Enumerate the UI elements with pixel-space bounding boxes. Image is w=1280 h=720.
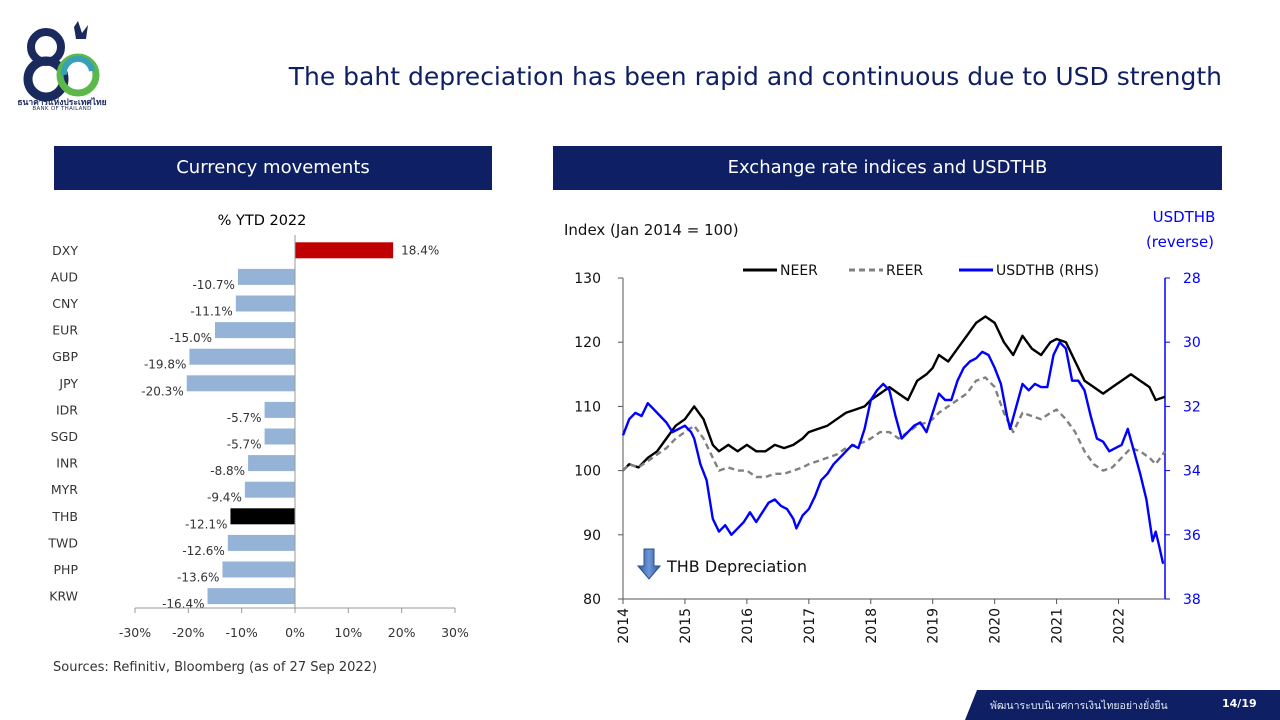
- category-label: KRW: [49, 589, 78, 604]
- value-label: -12.6%: [182, 544, 224, 558]
- bar-php: [222, 561, 295, 578]
- bar-cny: [235, 295, 295, 312]
- legend-label: REER: [886, 263, 923, 279]
- left-tick-label: 120: [574, 335, 601, 351]
- x-tick-label: 2019: [926, 608, 942, 644]
- series-line-neer: [622, 315, 1166, 472]
- category-label: CNY: [52, 296, 78, 311]
- left-tick-label: 110: [574, 399, 601, 415]
- x-tick-label: 30%: [441, 625, 469, 640]
- right-tick-label: 30: [1183, 335, 1201, 351]
- right-tick-label: 38: [1183, 592, 1201, 608]
- series-line-usdthb: [621, 341, 1165, 564]
- x-tick-label: 2022: [1112, 608, 1128, 644]
- bar-krw: [207, 588, 295, 605]
- series-line-reer: [622, 376, 1166, 479]
- slide-title: The baht depreciation has been rapid and…: [288, 62, 1222, 91]
- left-tick-label: 80: [583, 592, 601, 608]
- bar-twd: [227, 534, 295, 551]
- right-tick-label: 28: [1183, 271, 1201, 287]
- value-label: 18.4%: [401, 243, 439, 257]
- depreciation-annotation: THB Depreciation: [667, 557, 807, 576]
- value-label: -16.4%: [162, 597, 204, 611]
- bar-myr: [244, 481, 295, 498]
- value-label: -11.1%: [190, 305, 232, 319]
- x-tick-label: 2015: [678, 608, 694, 644]
- exchange-rate-line-chart: Index (Jan 2014 = 100) USDTHB (reverse) …: [564, 208, 1216, 644]
- category-label: SGD: [51, 429, 78, 444]
- value-label: -20.3%: [141, 384, 183, 398]
- x-tick-label: -10%: [226, 625, 258, 640]
- bar-gbp: [189, 348, 295, 365]
- value-label: -12.1%: [185, 517, 227, 531]
- bar-dxy: [295, 242, 394, 259]
- page-number: 14/19: [1222, 697, 1257, 710]
- exchange-rate-header: Exchange rate indices and USDTHB: [553, 146, 1222, 190]
- left-tick-label: 100: [574, 464, 601, 480]
- bar-idr: [264, 401, 295, 418]
- category-label: THB: [51, 509, 78, 524]
- bar-chart-title: % YTD 2022: [218, 213, 307, 229]
- right-axis-title-line1: USDTHB: [1153, 208, 1216, 226]
- value-label: -5.7%: [227, 411, 262, 425]
- bank-of-thailand-logo: [23, 21, 100, 102]
- category-label: INR: [56, 456, 78, 471]
- right-axis-title-line2: (reverse): [1146, 233, 1214, 251]
- category-label: GBP: [52, 349, 78, 364]
- legend-label: USDTHB (RHS): [996, 263, 1099, 279]
- value-label: -8.8%: [210, 464, 245, 478]
- bar-jpy: [186, 375, 295, 392]
- category-label: IDR: [56, 402, 78, 417]
- x-tick-label: 2020: [988, 608, 1004, 644]
- left-tick-label: 130: [574, 271, 601, 287]
- x-tick-label: 2017: [802, 608, 818, 644]
- x-tick-label: 0%: [285, 625, 305, 640]
- category-label: AUD: [51, 269, 78, 284]
- category-label: EUR: [52, 323, 78, 338]
- right-tick-label: 34: [1183, 464, 1201, 480]
- value-label: -13.6%: [177, 571, 219, 585]
- x-tick-label: 2021: [1050, 608, 1066, 644]
- left-tick-label: 90: [583, 528, 601, 544]
- bar-aud: [237, 268, 295, 285]
- x-tick-label: 20%: [388, 625, 416, 640]
- category-label: MYR: [51, 482, 78, 497]
- bar-eur: [215, 322, 295, 339]
- category-label: PHP: [54, 562, 79, 577]
- logo-english-name: BANK OF THAILAND: [32, 106, 92, 112]
- currency-movements-header: Currency movements: [54, 146, 492, 190]
- x-tick-label: 2016: [740, 608, 756, 644]
- value-label: -10.7%: [192, 278, 234, 292]
- category-label: TWD: [47, 535, 78, 550]
- category-label: DXY: [52, 243, 78, 258]
- x-tick-label: -30%: [119, 625, 151, 640]
- bar-sgd: [264, 428, 295, 445]
- bar-thb: [230, 508, 295, 525]
- bar-inr: [248, 455, 295, 472]
- category-label: JPY: [58, 376, 78, 391]
- currency-bar-chart: % YTD 2022 DXY 18.4% AUD -10.7% CNY -11.1% EUR…: [47, 213, 469, 640]
- x-tick-label: 10%: [334, 625, 362, 640]
- logo-thai-name: ธนาคารแห่งประเทศไทย: [17, 98, 107, 108]
- sources-note: Sources: Refinitiv, Bloomberg (as of 27 …: [53, 660, 378, 675]
- x-tick-label: -20%: [172, 625, 204, 640]
- footer-bar: [965, 690, 1280, 720]
- x-tick-label: 2014: [616, 608, 632, 644]
- value-label: -9.4%: [207, 491, 242, 505]
- left-axis-title: Index (Jan 2014 = 100): [564, 221, 739, 239]
- footer-tagline: พัฒนาระบบนิเวศการเงินไทยอย่างยั่งยืน: [990, 700, 1168, 712]
- x-tick-label: 2018: [864, 608, 880, 644]
- right-tick-label: 36: [1183, 528, 1201, 544]
- right-tick-label: 32: [1183, 399, 1201, 415]
- depreciation-arrow-icon: [637, 548, 661, 580]
- value-label: -19.8%: [144, 358, 186, 372]
- value-label: -15.0%: [170, 331, 212, 345]
- value-label: -5.7%: [227, 438, 262, 452]
- legend-label: NEER: [780, 263, 818, 279]
